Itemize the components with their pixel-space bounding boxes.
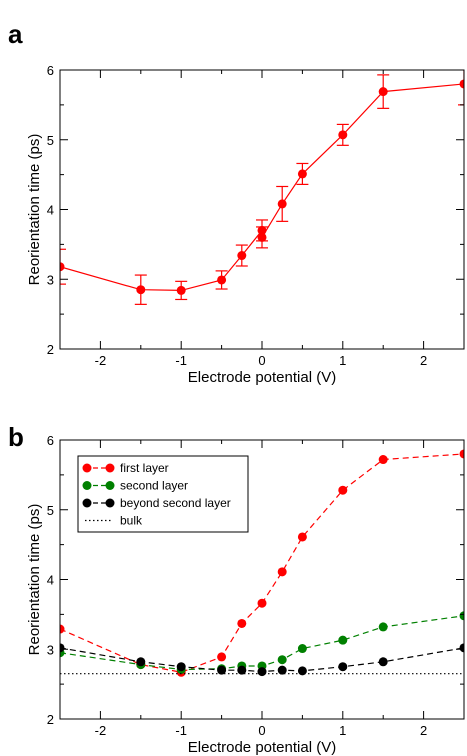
- data-point: [297, 532, 307, 542]
- legend-label: first layer: [120, 461, 169, 475]
- data-point: [176, 662, 186, 672]
- data-point: [277, 567, 287, 577]
- y-axis-title: Reorientation time (ps): [26, 134, 43, 286]
- legend: first layer second layer beyond second lay…: [77, 455, 249, 533]
- data-point: [297, 169, 307, 179]
- data-point: [136, 657, 146, 667]
- y-tick-label: 6: [47, 63, 54, 78]
- x-tick-label: 2: [420, 723, 427, 738]
- legend-swatch-marker: [82, 498, 92, 508]
- x-axis-title: Electrode potential (V): [188, 369, 336, 386]
- legend-label: beyond second layer: [120, 496, 231, 510]
- data-point: [217, 275, 227, 285]
- y-tick-label: 4: [47, 203, 54, 218]
- data-point: [378, 87, 388, 97]
- data-point: [60, 643, 65, 653]
- y-tick-label: 2: [47, 712, 54, 727]
- y-tick-label: 5: [47, 133, 54, 148]
- x-tick-label: 0: [258, 723, 265, 738]
- series-line-second-layer: [60, 615, 464, 671]
- data-point: [60, 262, 65, 272]
- x-tick-label: 2: [420, 353, 427, 368]
- legend-label: bulk: [120, 514, 143, 528]
- x-tick-label: 1: [339, 723, 346, 738]
- data-layer: [60, 70, 464, 305]
- data-point: [277, 655, 287, 665]
- data-point: [136, 285, 146, 295]
- x-tick-label: 1: [339, 353, 346, 368]
- data-point: [297, 644, 307, 654]
- data-point: [237, 665, 247, 675]
- plot-frame: [59, 69, 465, 350]
- data-point: [378, 622, 388, 632]
- data-point: [237, 618, 247, 628]
- data-point: [459, 449, 464, 459]
- x-tick-label: -2: [95, 723, 107, 738]
- data-point: [338, 130, 348, 140]
- legend-swatch-marker: [82, 481, 92, 490]
- x-tick-label: -1: [175, 353, 187, 368]
- data-point: [60, 624, 65, 634]
- x-tick-label: -1: [175, 723, 187, 738]
- data-point: [277, 665, 287, 675]
- data-point: [338, 485, 348, 495]
- legend-label: second layer: [120, 479, 188, 493]
- panel-letter: a: [8, 19, 23, 49]
- data-point: [338, 662, 348, 672]
- y-axis-title: Reorientation time (ps): [26, 504, 43, 656]
- data-point: [217, 652, 227, 662]
- legend-swatch-marker: [105, 498, 115, 508]
- data-point: [297, 666, 307, 676]
- y-tick-label: 4: [47, 573, 54, 588]
- legend-swatch-marker: [105, 481, 115, 490]
- data-point: [378, 455, 388, 465]
- data-point: [257, 225, 267, 235]
- chart-panel-b: b -2 -1 0 1 2 2 3 4 5 6 Electrode potential (V) Reor…: [8, 422, 465, 756]
- data-point: [176, 285, 186, 295]
- data-point: [257, 232, 267, 242]
- data-point: [459, 643, 464, 653]
- data-point: [217, 665, 227, 675]
- y-tick-label: 5: [47, 503, 54, 518]
- series-line-0: [60, 83, 464, 292]
- y-tick-label: 6: [47, 433, 54, 448]
- data-point: [237, 251, 247, 261]
- y-tick-label: 3: [47, 272, 54, 287]
- data-point: [277, 199, 287, 209]
- y-tick-label: 3: [47, 642, 54, 657]
- data-point: [459, 79, 464, 89]
- data-point: [257, 598, 267, 608]
- panel-letter: b: [8, 422, 24, 452]
- legend-swatch-marker: [82, 463, 92, 473]
- data-point: [378, 657, 388, 667]
- data-point: [459, 611, 464, 621]
- data-point: [257, 667, 267, 677]
- data-point: [338, 635, 348, 645]
- x-tick-label: 0: [258, 353, 265, 368]
- x-tick-label: -2: [95, 353, 107, 368]
- chart-panel-a: a -2 -1 0 1 2 2 3 4 5 6 Electrode potential (V) Reor…: [8, 19, 465, 386]
- y-tick-label: 2: [47, 342, 54, 357]
- data-layer: [60, 449, 464, 677]
- legend-swatch-marker: [105, 463, 115, 473]
- x-axis-title: Electrode potential (V): [188, 739, 336, 756]
